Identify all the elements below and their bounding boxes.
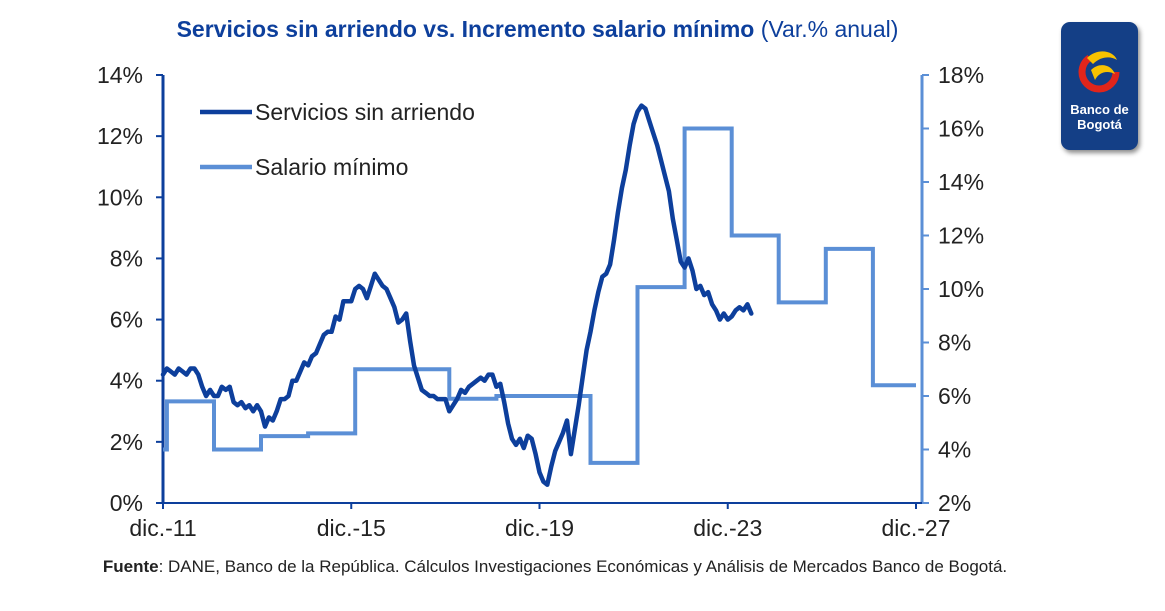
- source-text: : DANE, Banco de la República. Cálculos …: [158, 557, 1008, 576]
- bank-emblem-icon: [1078, 51, 1120, 93]
- left-axis-tick-label: 2%: [110, 429, 143, 455]
- right-axis-tick-label: 16%: [938, 116, 984, 142]
- chart-title-suffix: (Var.% anual): [760, 16, 899, 42]
- x-axis-tick-label: dic.-23: [693, 515, 762, 541]
- x-axis-tick-label: dic.-11: [129, 515, 196, 541]
- right-axis-tick-label: 12%: [938, 223, 984, 249]
- left-axis-tick-label: 10%: [97, 184, 143, 210]
- x-axis-tick-label: dic.-15: [317, 515, 386, 541]
- right-axis-tick-label: 18%: [938, 62, 984, 88]
- right-axis-tick-label: 14%: [938, 169, 984, 195]
- x-axis-tick-label: dic.-19: [505, 515, 574, 541]
- source-label: Fuente: [102, 557, 159, 576]
- right-axis-tick-label: 8%: [938, 330, 971, 356]
- right-axis-tick-label: 6%: [938, 383, 971, 409]
- left-axis-tick-label: 4%: [110, 368, 143, 394]
- right-axis-tick-label: 4%: [938, 437, 971, 463]
- source-note: Fuente: DANE, Banco de la República. Cál…: [40, 556, 1070, 577]
- right-axis-tick-label: 2%: [938, 490, 971, 516]
- series-line-servicios: [160, 103, 754, 487]
- left-axis-tick-label: 0%: [110, 490, 143, 516]
- right-axis-tick-label: 10%: [938, 276, 984, 302]
- chart-title: Servicios sin arriendo vs. Incremento sa…: [0, 16, 1075, 43]
- left-axis-tick-label: 6%: [110, 307, 143, 333]
- bank-logo: Banco de Bogotá: [1061, 22, 1138, 150]
- left-axis-tick-label: 14%: [97, 62, 143, 88]
- left-axis-tick-label: 8%: [110, 245, 143, 271]
- series-line-salario: [163, 126, 916, 465]
- legend-label-salario: Salario mínimo: [255, 154, 408, 180]
- legend-label-servicios: Servicios sin arriendo: [255, 99, 475, 125]
- left-axis-tick-label: 12%: [97, 123, 143, 149]
- x-axis-tick-label: dic.-27: [881, 515, 950, 541]
- bank-name: Banco de Bogotá: [1070, 102, 1129, 132]
- chart-title-main: Servicios sin arriendo vs. Incremento sa…: [176, 16, 755, 42]
